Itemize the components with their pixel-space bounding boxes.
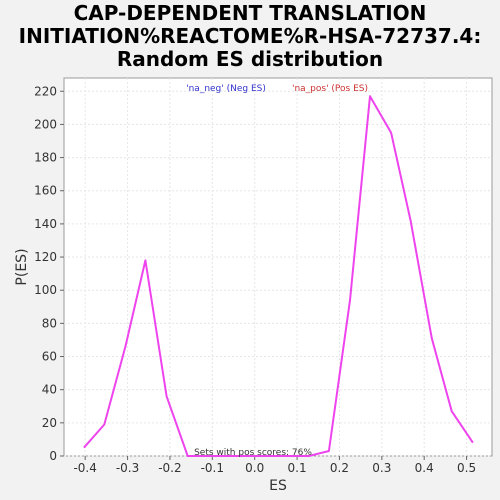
chart-title-line-3: Random ES distribution: [116, 47, 384, 71]
plot-area: [63, 77, 493, 457]
x-tick-label: 0.5: [457, 461, 476, 475]
legend-pos: 'na_pos' (Pos ES): [292, 84, 368, 94]
y-axis-label: P(ES): [14, 248, 30, 285]
legend-neg: 'na_neg' (Neg ES): [186, 84, 266, 94]
x-tick-label: -0.1: [201, 461, 224, 475]
es-distribution-line: [83, 95, 474, 457]
y-tick-label: 40: [42, 383, 57, 397]
x-axis-label: ES: [269, 478, 287, 494]
y-tick-label: 120: [34, 250, 57, 264]
x-tick-label: 0.2: [330, 461, 349, 475]
x-tick-label: 0.4: [415, 461, 434, 475]
x-tick-label: -0.3: [116, 461, 139, 475]
chart-title-line-2: INITIATION%REACTOME%R-HSA-72737.4:: [18, 24, 482, 48]
y-tick-label: 220: [34, 84, 57, 98]
x-tick-label: -0.4: [73, 461, 96, 475]
y-tick-label: 140: [34, 217, 57, 231]
y-tick-label: 200: [34, 117, 57, 131]
y-tick-label: 180: [34, 151, 57, 165]
series-layer: [83, 95, 474, 457]
chart-title: CAP-DEPENDENT TRANSLATION INITIATION%REA…: [0, 2, 500, 71]
y-tick-label: 100: [34, 283, 57, 297]
x-tick-label: 0.3: [372, 461, 391, 475]
x-tick-label: 0.0: [245, 461, 264, 475]
pos-scores-annotation: Sets with pos scores: 76%: [194, 448, 312, 458]
y-tick-label: 80: [42, 316, 57, 330]
x-tick-label: -0.2: [158, 461, 181, 475]
y-tick-label: 60: [42, 350, 57, 364]
x-tick-label: 0.1: [288, 461, 307, 475]
y-tick-label: 0: [49, 449, 57, 463]
axes: 0 20 40 60 80 100 120 140 160 180 200 220 -0.4 -0.3 -0…: [34, 84, 476, 475]
y-tick-label: 20: [42, 416, 57, 430]
y-tick-label: 160: [34, 184, 57, 198]
chart-title-line-1: CAP-DEPENDENT TRANSLATION: [73, 1, 427, 25]
